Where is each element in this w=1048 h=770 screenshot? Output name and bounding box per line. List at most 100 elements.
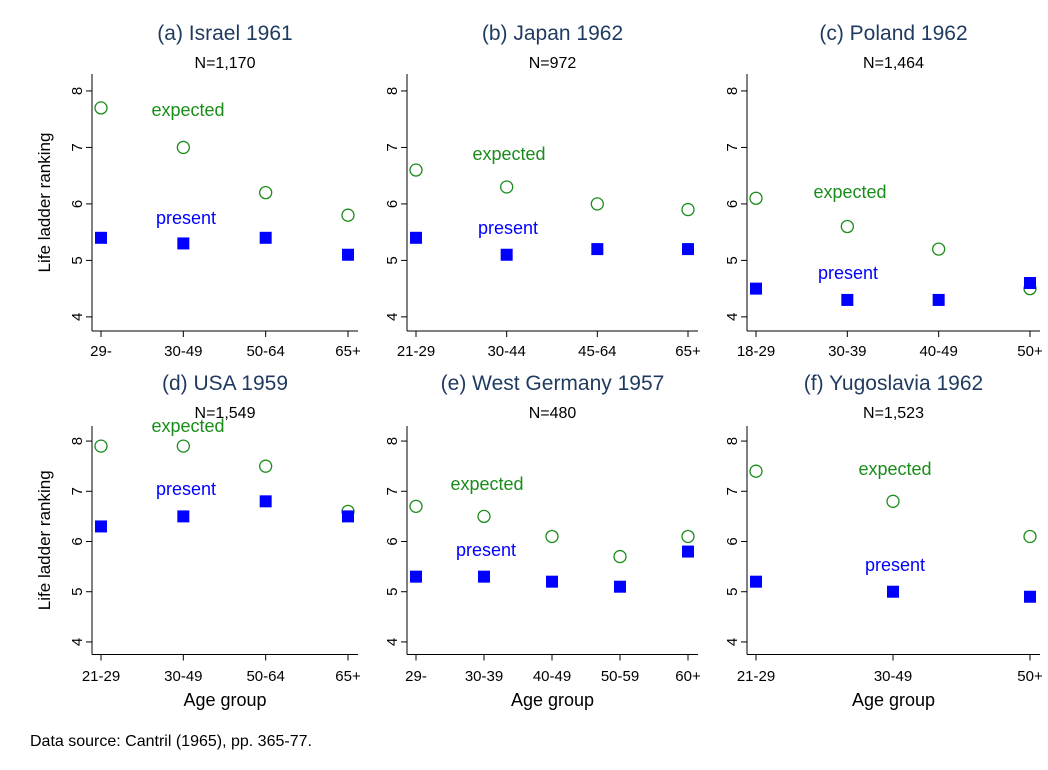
- y-tick-label: 7: [69, 143, 86, 151]
- x-tick-label: 50-59: [601, 668, 639, 685]
- present-marker: [410, 570, 422, 583]
- present-marker: [1024, 590, 1036, 603]
- y-tick-label: 4: [384, 313, 401, 321]
- present-marker: [750, 282, 762, 295]
- expected-marker: [259, 459, 273, 473]
- x-axis-label: Age group: [183, 690, 266, 710]
- series-label: present: [456, 540, 516, 560]
- expected-marker: [409, 499, 423, 514]
- y-tick-label: 6: [69, 200, 86, 208]
- y-tick-label: 8: [69, 87, 86, 95]
- present-marker: [478, 570, 490, 583]
- x-tick-label: 45-64: [578, 343, 616, 360]
- x-tick-label: 21-29: [397, 343, 435, 360]
- panel-subtitle: N=1,464: [863, 55, 924, 72]
- y-tick-label: 5: [724, 256, 741, 264]
- y-tick-label: 6: [384, 200, 401, 208]
- y-tick-label: 6: [69, 537, 86, 545]
- present-marker: [410, 231, 422, 244]
- x-axis-label: Age group: [511, 690, 594, 710]
- series-label: present: [818, 263, 878, 283]
- expected-marker: [681, 202, 695, 217]
- y-tick-label: 7: [69, 487, 86, 495]
- y-tick-label: 7: [724, 143, 741, 151]
- expected-marker: [1023, 529, 1037, 544]
- series-label: expected: [472, 144, 545, 164]
- series-label: expected: [858, 459, 931, 479]
- present-marker: [591, 243, 604, 256]
- panel-title: (b) Japan 1962: [482, 22, 623, 45]
- present-marker: [887, 585, 899, 598]
- present-marker: [841, 293, 854, 306]
- source-note: Data source: Cantril (1965), pp. 365-77.: [30, 733, 312, 750]
- series-label: expected: [151, 100, 224, 120]
- x-tick-label: 50+: [1017, 343, 1043, 360]
- expected-marker: [176, 140, 190, 155]
- present-marker: [342, 248, 354, 261]
- y-tick-label: 8: [69, 437, 86, 445]
- y-tick-label: 6: [724, 537, 741, 545]
- x-tick-label: 30-49: [164, 343, 202, 360]
- x-tick-label: 21-29: [737, 668, 775, 685]
- panel-subtitle: N=1,549: [195, 405, 256, 422]
- expected-marker: [176, 439, 190, 453]
- panel-subtitle: N=1,523: [863, 405, 924, 422]
- expected-marker: [259, 185, 273, 200]
- x-tick-label: 40-49: [533, 668, 571, 685]
- present-marker: [682, 243, 694, 256]
- present-marker: [750, 575, 762, 588]
- panel-subtitle: N=480: [529, 405, 577, 422]
- x-tick-label: 40-49: [919, 343, 957, 360]
- panel-title: (a) Israel 1961: [157, 22, 292, 45]
- x-tick-label: 65+: [335, 343, 361, 360]
- x-tick-label: 30-49: [164, 668, 202, 685]
- expected-marker: [500, 180, 514, 194]
- series-label: present: [865, 555, 925, 575]
- expected-marker: [613, 549, 627, 564]
- x-tick-label: 29-: [405, 668, 427, 685]
- series-label: present: [156, 479, 216, 499]
- x-tick-label: 30-39: [465, 668, 503, 685]
- series-label: expected: [813, 182, 886, 202]
- x-tick-label: 65+: [335, 668, 361, 685]
- present-marker: [546, 575, 558, 588]
- expected-marker: [932, 242, 946, 256]
- present-marker: [500, 248, 513, 261]
- y-tick-label: 4: [69, 638, 86, 646]
- present-marker: [177, 237, 190, 250]
- series-label: expected: [450, 474, 523, 494]
- y-tick-label: 6: [724, 200, 741, 208]
- y-tick-label: 7: [384, 487, 401, 495]
- y-tick-label: 4: [384, 638, 401, 646]
- series-label: present: [156, 208, 216, 228]
- present-marker: [932, 293, 945, 306]
- panel-subtitle: N=972: [529, 55, 577, 72]
- x-tick-label: 50-64: [246, 343, 284, 360]
- expected-marker: [477, 509, 491, 524]
- present-marker: [259, 231, 272, 244]
- y-tick-label: 4: [724, 638, 741, 646]
- expected-marker: [94, 439, 108, 453]
- expected-marker: [545, 529, 559, 544]
- expected-marker: [749, 191, 763, 205]
- series-label: present: [478, 218, 538, 238]
- expected-marker: [409, 163, 423, 177]
- y-axis-label: Life ladder ranking: [35, 470, 54, 610]
- y-axis-label: Life ladder ranking: [35, 133, 54, 273]
- x-axis-label: Age group: [852, 690, 935, 710]
- x-tick-label: 30-44: [487, 343, 525, 360]
- y-tick-label: 5: [724, 588, 741, 596]
- expected-marker: [840, 219, 854, 234]
- present-marker: [259, 495, 272, 508]
- x-tick-label: 30-49: [874, 668, 912, 685]
- y-tick-label: 5: [384, 256, 401, 264]
- x-tick-label: 50+: [1017, 668, 1043, 685]
- present-marker: [95, 520, 107, 533]
- expected-marker: [749, 464, 763, 478]
- expected-marker: [681, 529, 695, 544]
- x-tick-label: 29-: [90, 343, 112, 360]
- panel-title: (c) Poland 1962: [819, 22, 967, 45]
- present-marker: [177, 510, 190, 523]
